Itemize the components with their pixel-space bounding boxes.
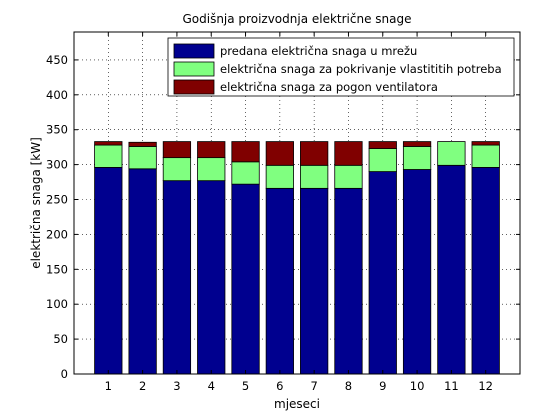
bar-s3-m12 [471, 141, 500, 146]
bar-s1-m7 [300, 187, 329, 375]
plot-frame [73, 31, 521, 375]
x-tick-label: 2 [139, 379, 146, 393]
x-tick-label: 5 [242, 379, 249, 393]
y-tick-label: 450 [46, 53, 68, 67]
legend-swatch [173, 79, 215, 95]
bar-s1-m10 [402, 169, 432, 375]
bar-s1-m9 [368, 171, 397, 375]
chart-title: Godišnja proizvodnja električne snage [182, 12, 411, 26]
x-axis-label: mjeseci [274, 397, 320, 411]
x-tick-label: 8 [345, 379, 352, 393]
legend-box [167, 37, 515, 97]
bar-s3-m5 [231, 141, 260, 163]
bar-s2-m7 [300, 164, 329, 189]
bar-s1-m3 [162, 180, 192, 375]
x-tick-label: 3 [173, 379, 180, 393]
x-tick-label: 10 [410, 379, 425, 393]
bar-s3-m4 [197, 141, 226, 159]
y-tick-label: 50 [53, 332, 68, 346]
y-tick-label: 350 [46, 123, 68, 137]
bar-s3-m9 [368, 141, 397, 149]
bar-s2-m1 [94, 144, 123, 168]
legend-swatch [173, 61, 215, 77]
x-tick-label: 1 [105, 379, 112, 393]
bar-s1-m12 [471, 167, 500, 375]
y-tick-label: 250 [46, 193, 68, 207]
bar-s2-m2 [128, 146, 157, 170]
bar-s3-m6 [265, 141, 294, 166]
bar-s3-m3 [162, 141, 192, 159]
x-tick-label: 4 [208, 379, 215, 393]
bar-s2-m8 [334, 164, 363, 189]
y-tick-label: 400 [46, 88, 68, 102]
legend: predana električna snaga u mrežu električ… [167, 37, 515, 97]
x-tick-label: 12 [478, 379, 493, 393]
y-axis-label: električna snaga [kW] [29, 137, 43, 269]
bar-s3-m7 [300, 141, 329, 166]
bar-s1-m4 [197, 180, 226, 375]
bar-s3-m1 [94, 141, 123, 146]
bar-s3-m8 [334, 141, 363, 166]
bar-s2-m10 [402, 146, 432, 170]
legend-label: predana električna snaga u mrežu [220, 44, 417, 58]
bar-s1-m1 [94, 167, 123, 375]
y-tick-label: 100 [46, 297, 68, 311]
legend-label: električna snaga za pokrivanje vlastitit… [220, 62, 502, 76]
x-tick-label: 6 [276, 379, 283, 393]
y-tick-label: 150 [46, 262, 68, 276]
legend-label: električna snaga za pogon ventilatora [220, 80, 438, 94]
y-tick-label: 200 [46, 227, 68, 241]
bar-s1-m11 [437, 164, 466, 375]
bar-s2-m6 [265, 164, 294, 189]
bar-s2-m4 [197, 157, 226, 182]
bar-s2-m11 [437, 141, 466, 166]
bar-s1-m6 [265, 187, 294, 375]
bar-s2-m12 [471, 144, 500, 168]
bar-s1-m2 [128, 168, 157, 375]
y-tick-label: 0 [61, 367, 68, 381]
x-tick-label: 9 [379, 379, 386, 393]
bar-s3-m10 [402, 141, 432, 147]
bar-s2-m9 [368, 148, 397, 172]
x-tick-label: 7 [310, 379, 317, 393]
bar-s2-m3 [162, 157, 192, 182]
y-tick-label: 300 [46, 158, 68, 172]
bar-s1-m5 [231, 183, 260, 375]
legend-swatch [173, 43, 215, 59]
bar-s1-m8 [334, 187, 363, 375]
bars [94, 141, 500, 375]
x-tick-label: 11 [444, 379, 459, 393]
bar-s3-m2 [128, 141, 157, 147]
bar-s2-m5 [231, 161, 260, 185]
